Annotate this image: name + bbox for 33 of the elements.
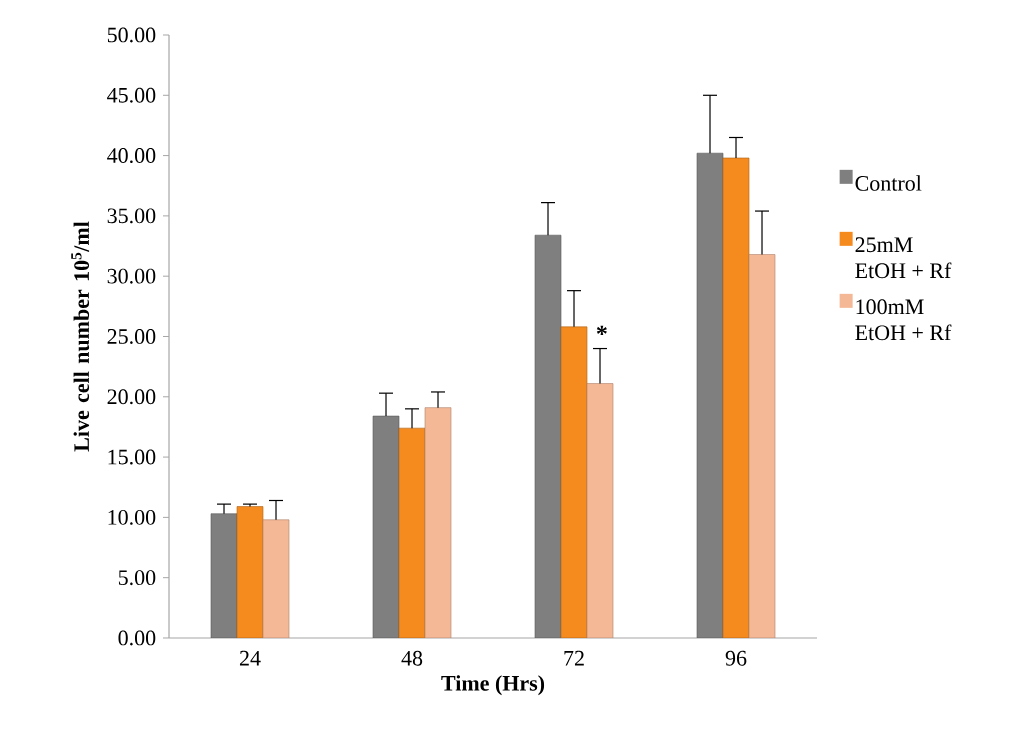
y-tick-label: 15.00	[108, 449, 156, 465]
legend-label: Control	[855, 175, 922, 191]
legend-label: 25mM EtOH + Rf	[855, 237, 952, 279]
x-tick-label: 96	[725, 650, 747, 666]
y-tick-label: 5.00	[118, 570, 156, 586]
y-axis-title: Live cell number 10$^{5}$/ml	[71, 221, 90, 452]
y-tick-label: 45.00	[107, 87, 156, 103]
bar	[722, 157, 750, 638]
bar	[210, 513, 238, 638]
y-tick-label: 35.00	[107, 208, 156, 224]
bar	[398, 427, 426, 638]
x-tick-label: 72	[564, 650, 584, 666]
bar	[534, 234, 562, 638]
y-tick-label: 50.00	[107, 27, 156, 43]
y-tick-label: 10.00	[108, 509, 156, 525]
annotation: *	[596, 325, 607, 335]
y-tick-label: 25.00	[107, 329, 156, 344]
x-tick-label: 48	[401, 650, 423, 666]
x-axis-title: Time (Hrs)	[441, 675, 545, 696]
bar	[560, 326, 588, 638]
bar	[236, 506, 264, 638]
bar	[424, 407, 452, 638]
y-tick-label: 40.00	[107, 148, 156, 164]
y-tick-label: 0.00	[118, 630, 156, 646]
bar	[586, 383, 614, 638]
bar	[372, 415, 400, 638]
bar	[696, 152, 724, 638]
y-tick-label: 20.00	[107, 389, 156, 405]
y-tick-label: 30.00	[107, 268, 156, 284]
bar	[748, 254, 776, 638]
legend-label: 100mM EtOH + Rf	[855, 299, 952, 341]
bar	[262, 519, 290, 638]
x-tick-label: 24	[239, 650, 261, 666]
